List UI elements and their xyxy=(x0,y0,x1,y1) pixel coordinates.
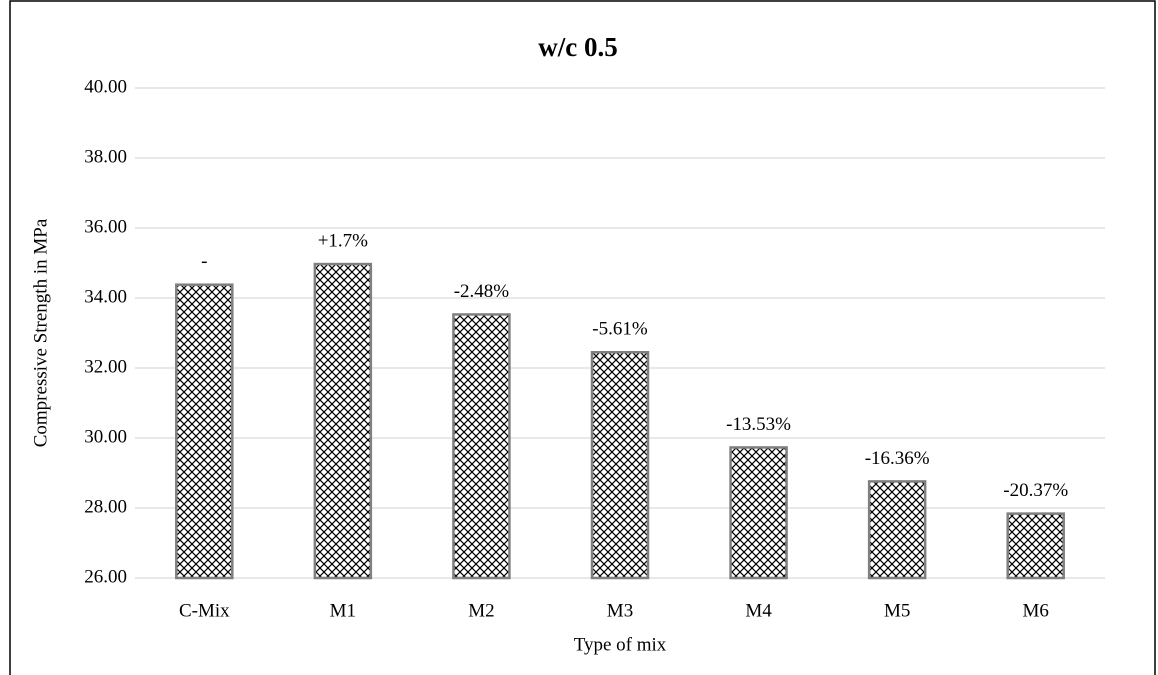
x-tick-label: M1 xyxy=(330,600,356,621)
annotation: -5.61% xyxy=(592,319,648,340)
chart-title: w/c 0.5 xyxy=(538,32,617,62)
y-tick-label: 30.00 xyxy=(84,426,127,447)
y-tick-label: 26.00 xyxy=(84,566,127,587)
bar xyxy=(1006,512,1065,580)
x-tick-label: M4 xyxy=(745,600,772,621)
y-tick-label: 40.00 xyxy=(84,76,127,97)
annotation: - xyxy=(201,251,207,272)
annotation: -2.48% xyxy=(454,281,510,302)
y-tick-label: 38.00 xyxy=(84,146,127,167)
x-tick-label: M5 xyxy=(884,600,910,621)
annotation: -20.37% xyxy=(1003,480,1068,501)
x-tick-label: M3 xyxy=(607,600,633,621)
y-tick-label: 32.00 xyxy=(84,356,127,377)
y-tick-label: 36.00 xyxy=(84,216,127,237)
bar xyxy=(313,262,373,580)
x-tick-label: M2 xyxy=(468,600,494,621)
x-tick-label: M6 xyxy=(1023,600,1049,621)
annotation: -13.53% xyxy=(726,414,791,435)
annotation: -16.36% xyxy=(865,448,930,469)
x-tick-label: C-Mix xyxy=(179,600,230,621)
bar xyxy=(452,313,511,580)
bar xyxy=(867,480,927,580)
bar xyxy=(590,351,650,580)
y-tick-label: 34.00 xyxy=(84,286,127,307)
frame xyxy=(9,0,1156,675)
bar xyxy=(175,283,234,580)
x-axis-label: Type of mix xyxy=(574,634,667,655)
y-tick-label: 28.00 xyxy=(84,496,127,517)
y-axis-label: Compressive Strength in MPa xyxy=(30,218,51,447)
bar xyxy=(729,446,788,580)
annotation: +1.7% xyxy=(318,230,368,251)
